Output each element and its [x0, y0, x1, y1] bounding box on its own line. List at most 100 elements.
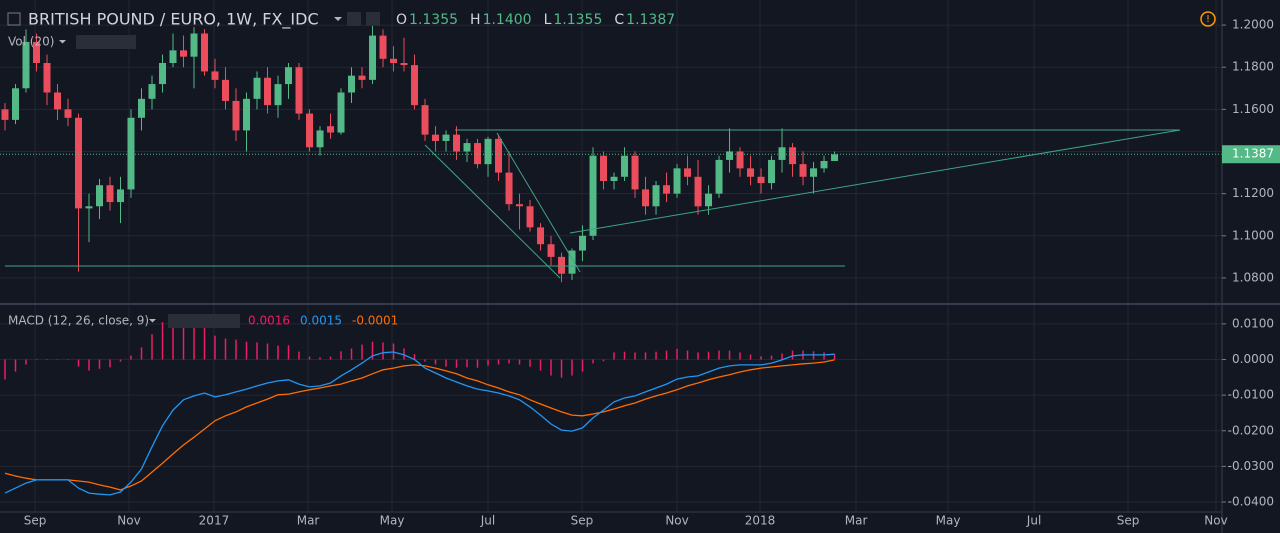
candle-body: [32, 41, 40, 64]
histogram-bar: [98, 359, 101, 369]
candle-body: [106, 185, 114, 203]
histogram-bar: [256, 342, 258, 360]
candle-body: [820, 160, 828, 169]
histogram-bar: [445, 359, 447, 367]
macd-value: 0.0015: [300, 314, 342, 328]
histogram-bar: [539, 359, 542, 371]
signal-value: -0.0001: [352, 314, 398, 328]
x-tick-label: 2018: [745, 514, 776, 528]
histogram-bar: [718, 350, 720, 360]
histogram-bar: [235, 339, 237, 360]
settings-icon[interactable]: [366, 12, 380, 26]
candle-body: [180, 50, 188, 57]
histogram-bar: [46, 359, 48, 361]
candle-body: [400, 63, 408, 66]
histogram-bar: [203, 323, 206, 360]
histogram-bar: [245, 341, 248, 360]
histogram-bar: [403, 348, 405, 360]
y-tick-label: -0.0300: [1228, 459, 1274, 473]
histogram-bar: [728, 350, 731, 360]
histogram-bar: [319, 357, 321, 360]
ohlc-value: 1.1355: [409, 12, 458, 28]
indicator-buttons[interactable]: [76, 35, 136, 49]
candle-body: [547, 244, 555, 257]
candle-body: [1, 109, 9, 120]
histogram-bar: [14, 359, 17, 372]
histogram-bar: [781, 353, 783, 360]
candle-body: [127, 117, 135, 190]
dropdown-icon[interactable]: [334, 17, 342, 21]
histogram-bar: [518, 359, 521, 365]
histogram-bar: [434, 359, 437, 365]
candle-body: [411, 65, 419, 106]
histogram-bar: [77, 359, 80, 367]
histogram-bar: [350, 348, 353, 360]
candle-body: [285, 67, 293, 85]
histogram-bar: [571, 359, 573, 376]
histogram-bar: [109, 359, 111, 368]
x-tick-label: Sep: [571, 514, 594, 528]
candle-body: [726, 151, 734, 160]
candle-body: [799, 164, 807, 177]
ohlc-name: O: [396, 12, 407, 28]
y-tick-label: 0.0000: [1232, 352, 1274, 366]
ohlc-value: 1.1400: [483, 12, 532, 28]
histogram-bar: [371, 341, 374, 360]
dropdown-icon[interactable]: [59, 40, 66, 44]
candle-body: [568, 250, 576, 274]
candle-body: [663, 185, 671, 194]
histogram-bar: [88, 359, 90, 371]
histogram-bar: [550, 359, 552, 376]
histogram-bar: [676, 348, 678, 360]
collapse-icon[interactable]: [7, 12, 21, 26]
candle-body: [232, 100, 240, 131]
histogram-bar: [140, 347, 143, 360]
x-tick-label: Sep: [24, 514, 47, 528]
candle-body: [778, 147, 786, 160]
candle-body: [642, 189, 650, 207]
chart-title: BRITISH POUND / EURO, 1W, FX_IDC: [28, 10, 319, 30]
warning-icon[interactable]: [1200, 11, 1216, 27]
histogram-bar: [361, 344, 363, 360]
histogram-bar: [476, 359, 479, 368]
candle-body: [358, 75, 366, 80]
candle-body: [85, 206, 93, 209]
histogram-bar: [424, 359, 426, 362]
histogram-bar: [298, 351, 300, 360]
histogram-bar: [823, 352, 825, 360]
candle-body: [495, 138, 503, 173]
histogram-bar: [707, 351, 710, 360]
candle-body: [148, 84, 156, 99]
histogram-bar: [581, 359, 584, 372]
dropdown-icon[interactable]: [149, 319, 156, 323]
histogram-bar: [287, 345, 290, 360]
histogram-bar: [172, 315, 174, 360]
histogram-bar: [182, 314, 185, 360]
x-tick-label: Nov: [1204, 514, 1227, 528]
indicator-buttons[interactable]: [168, 314, 240, 328]
candle-body: [169, 50, 177, 64]
candle-body: [421, 105, 429, 135]
candle-body: [463, 143, 471, 152]
histogram-bar: [214, 335, 216, 360]
candle-body: [201, 33, 209, 72]
histogram-bar: [119, 359, 122, 362]
histogram-bar: [739, 352, 741, 360]
ohlc-name: C: [614, 12, 624, 28]
candle-body: [684, 168, 692, 177]
macd-label: MACD (12, 26, close, 9): [8, 314, 149, 328]
candle-body: [96, 185, 104, 207]
axes: Sep Nov 2017 Mar May Jul Sep Nov 2018 Mar May Jul Se…: [24, 18, 1280, 528]
eye-icon[interactable]: [347, 12, 361, 26]
histogram-bar: [151, 334, 153, 360]
histogram-bar: [340, 351, 342, 360]
histogram-bar: [644, 352, 647, 360]
volume-label: Vol (20): [8, 35, 54, 49]
candle-body: [537, 227, 545, 245]
y-tick-label: 1.0800: [1232, 270, 1274, 284]
y-tick-label: -0.0100: [1228, 388, 1274, 402]
candle-body: [652, 185, 660, 207]
histogram-bar: [466, 359, 468, 368]
candle-body: [22, 41, 30, 89]
candle-body: [64, 109, 72, 118]
